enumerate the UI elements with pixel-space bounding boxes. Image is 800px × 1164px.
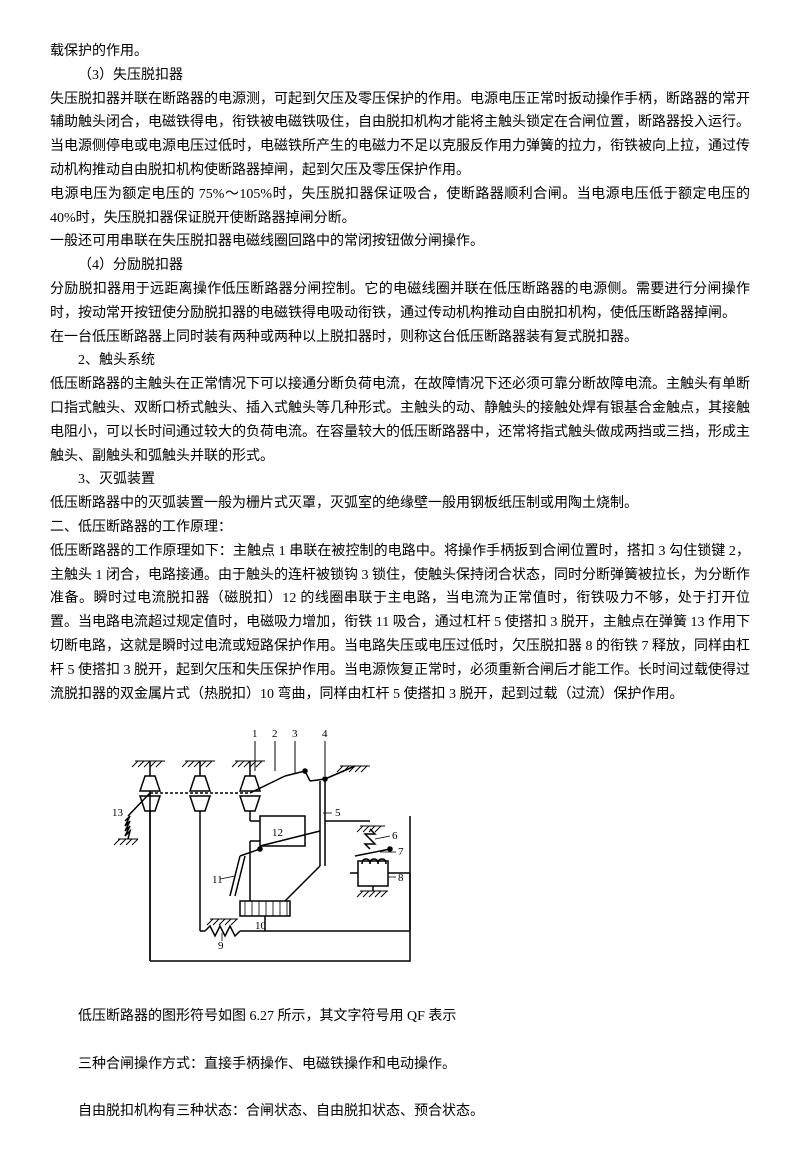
- label-4: 4: [322, 728, 328, 740]
- paragraph: 载保护的作用。: [50, 40, 750, 64]
- label-8: 8: [398, 872, 404, 884]
- label-9: 9: [218, 940, 224, 952]
- label-1: 1: [252, 728, 258, 740]
- paragraph: 低压断路器的主触头在正常情况下可以接通分断负荷电流，在故障情况下还必须可靠分断故…: [50, 373, 750, 468]
- label-10: 10: [255, 920, 267, 932]
- label-12: 12: [272, 827, 283, 839]
- paragraph: 低压断路器中的灭弧装置一般为栅片式灭罩，灭弧室的绝缘壁一般用钢板纸压制或用陶土烧…: [50, 492, 750, 516]
- paragraph: 自由脱扣机构有三种状态：合闸状态、自由脱扣状态、预合状态。: [50, 1100, 750, 1124]
- paragraph: 低压断路器的工作原理如下：主触点 1 串联在被控制的电路中。将操作手柄扳到合闸位…: [50, 540, 750, 707]
- paragraph: 分励脱扣器用于远距离操作低压断路器分闸控制。它的电磁线圈并联在低压断路器的电源侧…: [50, 278, 750, 326]
- paragraph: 一般还可用串联在失压脱扣器电磁线圈回路中的常闭按钮做分闸操作。: [50, 230, 750, 254]
- label-3: 3: [292, 728, 298, 740]
- paragraph: 低压断路器的图形符号如图 6.27 所示，其文字符号用 QF 表示: [50, 1005, 750, 1029]
- heading: 二、低压断路器的工作原理：: [50, 516, 750, 540]
- paragraph: 电源电压为额定电压的 75%～105%时，失压脱扣器保证吸合，使断路器顺利合闸。…: [50, 183, 750, 231]
- heading-sub: 2、触头系统: [50, 349, 750, 373]
- label-7: 7: [398, 846, 404, 858]
- label-11: 11: [212, 874, 223, 886]
- paragraph: 失压脱扣器并联在断路器的电源测，可起到欠压及零压保护的作用。电源电压正常时扳动操…: [50, 88, 750, 183]
- label-13: 13: [112, 807, 124, 819]
- label-5: 5: [335, 807, 341, 819]
- paragraph: 在一台低压断路器上同时装有两种或两种以上脱扣器时，则称这台低压断路器装有复式脱扣…: [50, 326, 750, 350]
- heading-sub: （4）分励脱扣器: [50, 254, 750, 278]
- circuit-breaker-diagram: 1 2 3 4 5 6 7 8 9 10 11 12 13: [110, 721, 750, 990]
- paragraph: 三种合闸操作方式：直接手柄操作、电磁铁操作和电动操作。: [50, 1053, 750, 1077]
- heading-sub: （3）失压脱扣器: [50, 64, 750, 88]
- label-2: 2: [272, 728, 278, 740]
- label-6: 6: [392, 830, 398, 842]
- heading-sub: 3、灭弧装置: [50, 468, 750, 492]
